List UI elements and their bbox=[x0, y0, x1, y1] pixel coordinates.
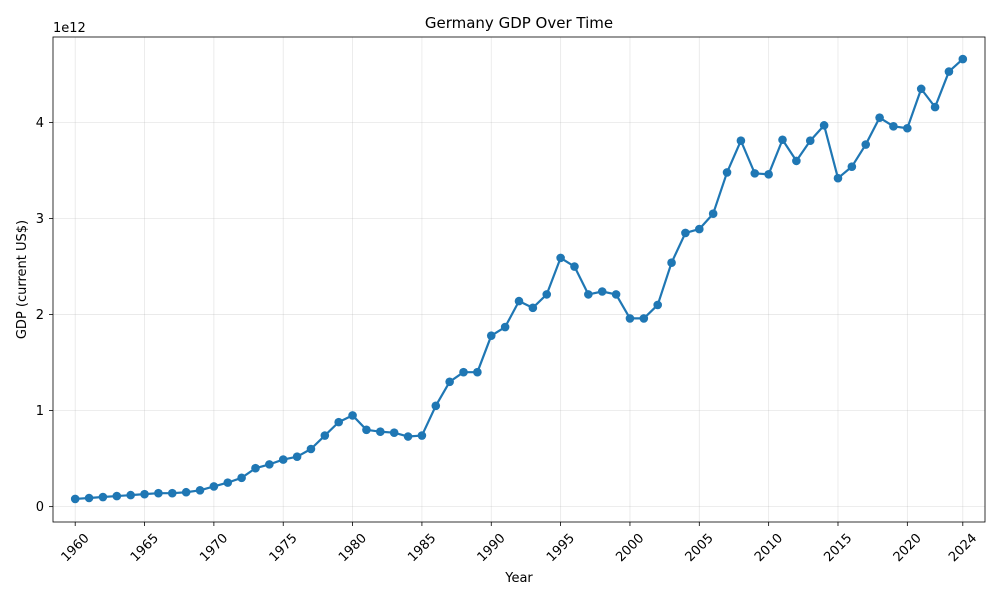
data-point bbox=[903, 123, 912, 133]
data-point bbox=[278, 455, 288, 464]
x-tick-label: 2024 bbox=[946, 531, 980, 565]
data-point bbox=[805, 136, 815, 146]
chart-title: Germany GDP Over Time bbox=[425, 14, 613, 32]
data-point bbox=[431, 401, 441, 411]
y-tick-label: 1 bbox=[36, 404, 44, 419]
x-tick-label: 1990 bbox=[475, 531, 509, 565]
data-point bbox=[84, 493, 94, 503]
y-axis-ticks: 0 1 2 3 4 bbox=[36, 116, 53, 515]
data-point bbox=[611, 290, 621, 299]
data-point bbox=[930, 102, 940, 112]
data-point bbox=[195, 486, 205, 495]
x-tick-label: 2005 bbox=[683, 531, 717, 565]
data-point bbox=[722, 168, 732, 177]
data-point bbox=[265, 460, 274, 469]
data-point bbox=[597, 287, 607, 296]
data-point bbox=[875, 113, 884, 122]
data-point bbox=[376, 427, 385, 437]
x-tick-label: 2010 bbox=[752, 531, 786, 565]
data-point bbox=[223, 478, 233, 487]
data-point bbox=[653, 300, 662, 310]
data-point bbox=[70, 494, 80, 504]
data-point bbox=[500, 322, 510, 332]
data-point bbox=[403, 432, 413, 441]
data-point bbox=[916, 84, 926, 94]
y-tick-label: 2 bbox=[36, 308, 44, 323]
data-point bbox=[958, 54, 968, 64]
data-point bbox=[445, 377, 454, 387]
data-point bbox=[570, 262, 579, 271]
x-axis-ticks: 1960 1965 1970 1975 1980 1985 1990 1995 2000 2005… bbox=[59, 522, 980, 565]
y-tick-label: 0 bbox=[36, 500, 44, 515]
data-point bbox=[320, 431, 330, 440]
data-point bbox=[486, 331, 496, 340]
x-tick-label: 1985 bbox=[405, 531, 439, 565]
x-tick-label: 1970 bbox=[197, 531, 231, 565]
x-tick-label: 1965 bbox=[128, 531, 162, 565]
data-point bbox=[778, 135, 787, 145]
data-point bbox=[639, 314, 649, 323]
data-point bbox=[847, 162, 857, 171]
data-point bbox=[348, 411, 357, 420]
data-point bbox=[944, 67, 954, 76]
data-point bbox=[306, 444, 316, 454]
data-point bbox=[681, 228, 690, 238]
data-point bbox=[140, 489, 149, 499]
data-point bbox=[362, 425, 371, 435]
data-point bbox=[154, 488, 163, 498]
y-axis-label: GDP (current US$) bbox=[15, 220, 30, 339]
data-point bbox=[167, 488, 177, 498]
data-point bbox=[514, 296, 524, 306]
data-point bbox=[528, 303, 538, 313]
data-point bbox=[861, 140, 871, 149]
data-point bbox=[251, 463, 260, 473]
x-tick-label: 2020 bbox=[891, 531, 925, 565]
data-point bbox=[542, 290, 552, 299]
data-point bbox=[736, 136, 746, 146]
data-point bbox=[819, 121, 829, 130]
data-point bbox=[237, 473, 246, 483]
y-tick-label: 3 bbox=[36, 212, 44, 227]
x-tick-label: 2015 bbox=[821, 531, 855, 565]
data-point bbox=[181, 487, 191, 497]
data-point bbox=[473, 367, 482, 377]
data-point bbox=[695, 224, 704, 234]
data-point bbox=[764, 170, 773, 179]
data-point bbox=[667, 258, 676, 267]
data-point bbox=[889, 122, 898, 131]
data-point bbox=[584, 290, 593, 299]
series-layer bbox=[70, 54, 968, 504]
x-tick-label: 1975 bbox=[267, 531, 301, 565]
x-tick-label: 2000 bbox=[613, 531, 647, 565]
data-point bbox=[750, 169, 760, 178]
data-point bbox=[334, 417, 344, 427]
x-tick-label: 1980 bbox=[336, 531, 370, 565]
data-point bbox=[126, 490, 135, 500]
x-axis-label: Year bbox=[504, 571, 533, 586]
data-point bbox=[708, 209, 718, 219]
data-point bbox=[292, 452, 302, 461]
x-tick-label: 1995 bbox=[544, 531, 578, 565]
data-point bbox=[417, 431, 427, 440]
grid bbox=[53, 37, 985, 522]
data-point bbox=[556, 253, 565, 263]
data-point bbox=[625, 314, 635, 323]
data-point bbox=[833, 173, 843, 183]
data-point bbox=[459, 367, 468, 377]
y-axis-offset-label: 1e12 bbox=[53, 21, 86, 36]
y-tick-label: 4 bbox=[36, 116, 44, 131]
plot-frame bbox=[52, 36, 986, 523]
data-point bbox=[112, 491, 122, 501]
data-point bbox=[98, 492, 108, 502]
data-point bbox=[389, 428, 399, 437]
data-point bbox=[792, 156, 801, 166]
series-line bbox=[75, 58, 964, 501]
x-tick-label: 1960 bbox=[59, 531, 93, 565]
data-point bbox=[209, 482, 219, 491]
